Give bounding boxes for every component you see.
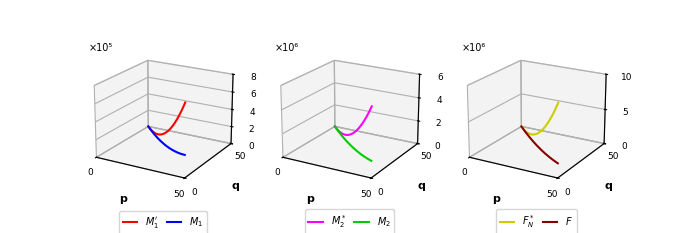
X-axis label: p: p: [492, 194, 501, 204]
Y-axis label: q: q: [417, 181, 426, 191]
Y-axis label: q: q: [231, 181, 239, 191]
X-axis label: p: p: [306, 194, 314, 204]
Text: ×10⁶: ×10⁶: [275, 43, 299, 53]
Text: ×10⁵: ×10⁵: [89, 43, 113, 53]
X-axis label: p: p: [119, 194, 128, 204]
Text: ×10⁶: ×10⁶: [462, 43, 486, 53]
Legend: $M_1'$, $M_1$: $M_1'$, $M_1$: [119, 211, 207, 233]
Legend: $F_N^*$, $F$: $F_N^*$, $F$: [496, 209, 576, 233]
Y-axis label: q: q: [604, 181, 612, 191]
Legend: $M_2^*$, $M_2$: $M_2^*$, $M_2$: [305, 209, 394, 233]
